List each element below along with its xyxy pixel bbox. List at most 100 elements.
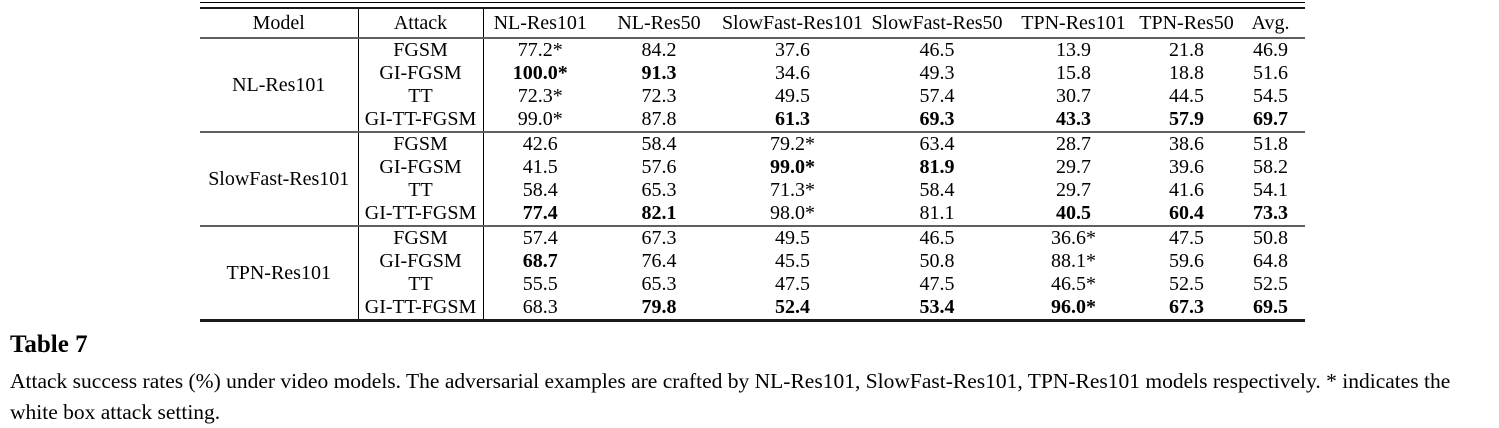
value-cell: 72.3* — [517, 85, 563, 107]
attack-label: TT — [358, 85, 484, 108]
value-cell: 57.9 — [1169, 108, 1204, 130]
value-cell: 50.8 — [919, 250, 955, 272]
value-cell: 57.6 — [641, 156, 677, 178]
value-cell: 71.3* — [770, 179, 815, 201]
value-cell: 67.3 — [641, 227, 677, 249]
model-group: NL-Res101 FGSM 77.2* 84.2 37.6 46.5 13.9 21.8 46… — [200, 38, 1305, 132]
column-header-tpn-res101: TPN-Res101 — [1021, 11, 1126, 34]
value-cell: 88.1* — [1051, 250, 1096, 272]
attack-label: GI-FGSM — [358, 62, 484, 85]
value-cell: 41.5 — [522, 156, 558, 178]
value-cell: 29.7 — [1056, 179, 1091, 201]
table-row: TT 58.4 65.3 71.3* 58.4 29.7 41.6 54.1 — [200, 179, 1305, 202]
value-cell: 99.0* — [770, 156, 815, 178]
value-cell: 43.3 — [1056, 108, 1091, 130]
value-cell: 49.3 — [919, 62, 955, 84]
value-cell: 51.8 — [1253, 133, 1288, 155]
value-cell: 61.3 — [775, 108, 810, 130]
value-cell: 47.5 — [919, 273, 955, 295]
value-cell: 29.7 — [1056, 156, 1091, 178]
value-cell: 64.8 — [1253, 250, 1288, 272]
value-cell: 41.6 — [1169, 179, 1204, 201]
value-cell: 37.6 — [775, 39, 810, 61]
value-cell: 76.4 — [641, 250, 677, 272]
value-cell: 34.6 — [775, 62, 810, 84]
table-row: NL-Res101 FGSM 77.2* 84.2 37.6 46.5 13.9 21.8 46… — [200, 38, 1305, 132]
value-cell: 42.6 — [522, 133, 558, 155]
value-cell: 47.5 — [1169, 227, 1204, 249]
value-cell: 79.2* — [770, 133, 815, 155]
value-cell: 50.8 — [1253, 227, 1288, 249]
value-cell: 98.0* — [770, 202, 815, 224]
value-cell: 91.3 — [641, 62, 677, 84]
value-cell: 36.6* — [1051, 227, 1096, 249]
value-cell: 58.4 — [641, 133, 677, 155]
table-caption-text: Attack success rates (%) under video mod… — [10, 369, 1451, 424]
value-cell: 77.2* — [517, 39, 563, 61]
value-cell: 47.5 — [775, 273, 810, 295]
table-row: TT 55.5 65.3 47.5 47.5 46.5* 52.5 52.5 — [200, 273, 1305, 296]
value-cell: 57.4 — [919, 85, 955, 107]
value-cell: 59.6 — [1169, 250, 1204, 272]
table-row: TPN-Res101 FGSM 57.4 67.3 49.5 46.5 36.6* 47.5 5… — [200, 226, 1305, 321]
attack-success-table: Model Attack NL-Res101 NL-Res50 SlowFast… — [200, 7, 1305, 322]
value-cell: 54.5 — [1253, 85, 1288, 107]
attack-label: FGSM — [358, 38, 484, 62]
attack-label: TT — [358, 273, 484, 296]
table-row: SlowFast-Res101 FGSM 42.6 58.4 79.2* 63.4 28.7… — [200, 132, 1305, 226]
table-row: GI-FGSM 100.0* 91.3 34.6 49.3 15.8 18.8 51.6 — [200, 62, 1305, 85]
attack-label: GI-TT-FGSM — [358, 202, 484, 226]
results-table: Model Attack NL-Res101 NL-Res50 SlowFast… — [200, 2, 1305, 322]
value-cell: 52.5 — [1169, 273, 1204, 295]
value-cell: 38.6 — [1169, 133, 1204, 155]
value-cell: 69.7 — [1253, 108, 1288, 130]
value-cell: 28.7 — [1056, 133, 1091, 155]
attack-label: GI-FGSM — [358, 250, 484, 273]
value-cell: 21.8 — [1169, 39, 1204, 61]
value-cell: 79.8 — [641, 296, 677, 318]
attack-label: FGSM — [358, 132, 484, 156]
attack-label: GI-FGSM — [358, 156, 484, 179]
value-cell: 58.2 — [1253, 156, 1288, 178]
table-row: TT 72.3* 72.3 49.5 57.4 30.7 44.5 54.5 — [200, 85, 1305, 108]
column-header-slowfast-res50: SlowFast-Res50 — [871, 11, 1003, 34]
table-row: GI-FGSM 41.5 57.6 99.0* 81.9 29.7 39.6 58.2 — [200, 156, 1305, 179]
value-cell: 84.2 — [641, 39, 677, 61]
value-cell: 72.3 — [641, 85, 677, 107]
column-header-avg: Avg. — [1251, 11, 1290, 34]
table-row: GI-TT-FGSM 77.4 82.1 98.0* 81.1 40.5 60.4 73.3 — [200, 202, 1305, 226]
attack-label: GI-TT-FGSM — [358, 108, 484, 132]
value-cell: 57.4 — [522, 227, 558, 249]
value-cell: 46.5* — [1051, 273, 1096, 295]
value-cell: 100.0* — [512, 62, 568, 84]
value-cell: 46.9 — [1253, 39, 1288, 61]
value-cell: 58.4 — [919, 179, 955, 201]
value-cell: 73.3 — [1253, 202, 1288, 224]
value-cell: 45.5 — [775, 250, 810, 272]
value-cell: 40.5 — [1056, 202, 1091, 224]
value-cell: 63.4 — [919, 133, 955, 155]
value-cell: 46.5 — [919, 39, 955, 61]
column-header-tpn-res50: TPN-Res50 — [1139, 11, 1234, 34]
value-cell: 52.4 — [775, 296, 810, 318]
value-cell: 15.8 — [1056, 62, 1091, 84]
table-row: GI-FGSM 68.7 76.4 45.5 50.8 88.1* 59.6 64.8 — [200, 250, 1305, 273]
value-cell: 82.1 — [641, 202, 677, 224]
attack-label: FGSM — [358, 226, 484, 250]
value-cell: 13.9 — [1056, 39, 1091, 61]
model-group: SlowFast-Res101 FGSM 42.6 58.4 79.2* 63.4 28.7… — [200, 132, 1305, 226]
column-header-slowfast-res101: SlowFast-Res101 — [721, 11, 864, 34]
value-cell: 55.5 — [522, 273, 558, 295]
value-cell: 46.5 — [919, 227, 955, 249]
model-group: TPN-Res101 FGSM 57.4 67.3 49.5 46.5 36.6* 47.5 5… — [200, 226, 1305, 321]
value-cell: 68.7 — [522, 250, 558, 272]
value-cell: 69.3 — [919, 108, 955, 130]
value-cell: 44.5 — [1169, 85, 1204, 107]
value-cell: 54.1 — [1253, 179, 1288, 201]
table-row: GI-TT-FGSM 68.3 79.8 52.4 53.4 96.0* 67.3 69.5 — [200, 296, 1305, 321]
model-label: TPN-Res101 — [200, 226, 359, 321]
attack-label: GI-TT-FGSM — [358, 296, 484, 321]
value-cell: 58.4 — [522, 179, 558, 201]
column-header-nl-res101: NL-Res101 — [493, 11, 587, 34]
column-header-attack: Attack — [358, 8, 484, 38]
